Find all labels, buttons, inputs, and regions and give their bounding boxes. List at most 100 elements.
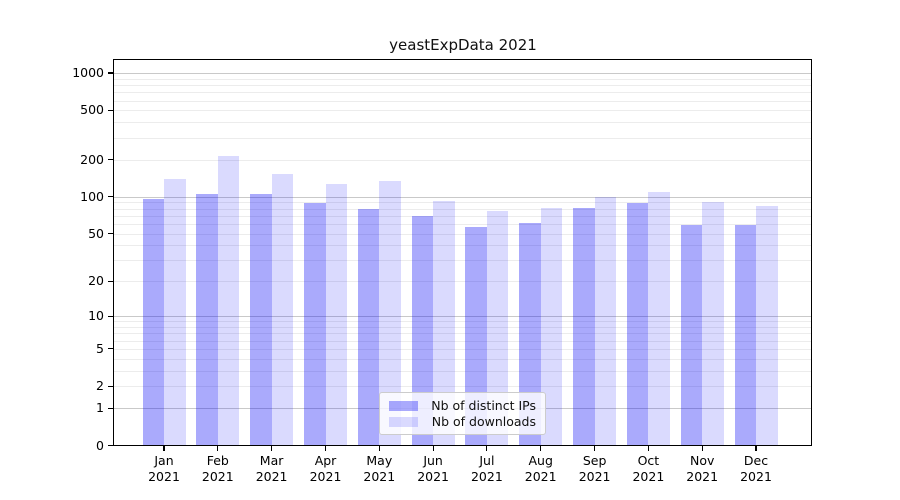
bar-distinct-ips-may <box>357 209 380 446</box>
bar-distinct-ips-oct <box>626 202 649 446</box>
gridline-minor <box>114 137 811 139</box>
gridline-minor <box>114 333 811 335</box>
gridline-minor <box>114 327 811 328</box>
bar-downloads-apr <box>325 183 347 446</box>
gridline-minor <box>114 245 811 247</box>
y-tick-label: 2 <box>96 378 104 394</box>
bar-downloads-may <box>379 181 401 446</box>
legend-label-distinct-ips: Nb of distinct IPs <box>431 398 536 413</box>
gridline-minor <box>114 78 811 80</box>
legend-label-downloads: Nb of downloads <box>431 414 536 429</box>
gridline-minor <box>114 100 811 102</box>
legend-swatch-downloads <box>389 416 418 427</box>
y-tick-mark <box>108 72 113 74</box>
x-tick-mark <box>432 446 434 451</box>
legend-entry-distinct-ips: Nb of distinct IPs <box>389 398 536 413</box>
y-tick-label: 1000 <box>72 65 104 80</box>
y-tick-label: 0 <box>96 437 104 453</box>
y-tick-label: 1 <box>96 400 104 416</box>
bar-distinct-ips-nov <box>680 224 703 446</box>
y-tick-mark <box>108 407 113 409</box>
x-tick-mark <box>271 446 273 451</box>
axis-spine-right <box>811 59 813 446</box>
y-tick-mark <box>108 315 113 317</box>
x-tick-mark <box>324 446 327 451</box>
x-tick-label-aug: Aug 2021 <box>524 453 557 484</box>
bar-distinct-ips-jan <box>142 198 164 446</box>
bar-distinct-ips-mar <box>250 194 272 446</box>
y-tick-mark <box>108 232 113 235</box>
gridline-minor <box>114 386 811 388</box>
gridline-minor <box>114 340 811 342</box>
x-tick-mark <box>163 446 165 451</box>
x-tick-mark <box>540 446 542 451</box>
y-tick-label: 50 <box>88 225 104 241</box>
y-tick-mark <box>108 280 113 282</box>
bar-downloads-jan <box>164 178 186 446</box>
gridline-major <box>114 73 811 74</box>
bar-downloads-mar <box>271 173 294 446</box>
gridline-minor <box>114 223 811 225</box>
gridline-major <box>114 196 811 198</box>
y-tick-label: 200 <box>80 151 104 167</box>
gridline-minor <box>114 159 811 161</box>
legend-entry-downloads: Nb of downloads <box>389 414 536 429</box>
bar-distinct-ips-jul <box>465 226 487 446</box>
x-tick-label-may: May 2021 <box>363 453 396 484</box>
x-tick-label-jul: Jul 2021 <box>470 453 503 484</box>
x-tick-label-feb: Feb 2021 <box>201 453 234 484</box>
gridline-minor <box>114 321 811 323</box>
gridline-minor <box>114 208 811 210</box>
y-tick-mark <box>108 385 113 387</box>
y-tick-label: 20 <box>88 273 104 289</box>
bar-downloads-oct <box>648 191 670 446</box>
axis-spine-top <box>113 59 812 61</box>
y-tick-label: 500 <box>80 102 104 118</box>
bar-downloads-aug <box>540 207 563 446</box>
bar-distinct-ips-dec <box>734 224 756 446</box>
gridline-minor <box>114 85 811 86</box>
y-tick-label: 100 <box>80 188 104 204</box>
gridline-minor <box>114 260 811 262</box>
x-tick-label-jun: Jun 2021 <box>417 453 449 484</box>
y-tick-mark <box>108 109 113 111</box>
x-tick-mark <box>701 446 703 451</box>
bar-distinct-ips-aug <box>519 223 541 446</box>
x-tick-mark <box>594 446 596 451</box>
bar-distinct-ips-feb <box>196 193 218 446</box>
gridline-minor <box>114 110 811 112</box>
x-tick-mark <box>486 446 488 451</box>
y-tick-mark <box>108 444 113 447</box>
chart-title: yeastExpData 2021 <box>389 36 537 54</box>
y-tick-label: 10 <box>88 308 104 324</box>
bar-distinct-ips-sep <box>573 207 595 446</box>
x-tick-mark <box>647 446 649 451</box>
bar-distinct-ips-apr <box>304 202 326 446</box>
y-tick-mark <box>108 159 113 161</box>
y-tick-mark <box>108 348 113 350</box>
x-tick-label-oct: Oct 2021 <box>632 453 665 484</box>
x-tick-label-apr: Apr 2021 <box>309 453 342 484</box>
gridline-minor <box>114 233 811 235</box>
gridline-major <box>114 316 811 318</box>
bar-downloads-dec <box>756 206 778 446</box>
gridline-minor <box>114 348 811 350</box>
x-tick-mark <box>378 446 380 451</box>
x-tick-label-dec: Dec 2021 <box>740 453 772 484</box>
bar-downloads-feb <box>217 156 240 446</box>
y-tick-label: 5 <box>96 340 104 356</box>
gridline-minor <box>114 122 811 124</box>
gridline-minor <box>114 92 811 94</box>
axis-spine-bottom <box>113 445 812 447</box>
y-tick-mark <box>108 196 113 198</box>
plot-area <box>114 59 811 446</box>
legend-swatch-distinct-ips <box>389 400 418 411</box>
gridline-minor <box>114 215 811 217</box>
axis-spine-left <box>113 59 115 446</box>
bar-downloads-jul <box>486 211 509 446</box>
x-tick-mark <box>755 446 757 451</box>
bar-downloads-nov <box>702 201 724 446</box>
gridline-minor <box>114 202 811 204</box>
legend: Nb of distinct IPs Nb of downloads <box>379 392 546 435</box>
